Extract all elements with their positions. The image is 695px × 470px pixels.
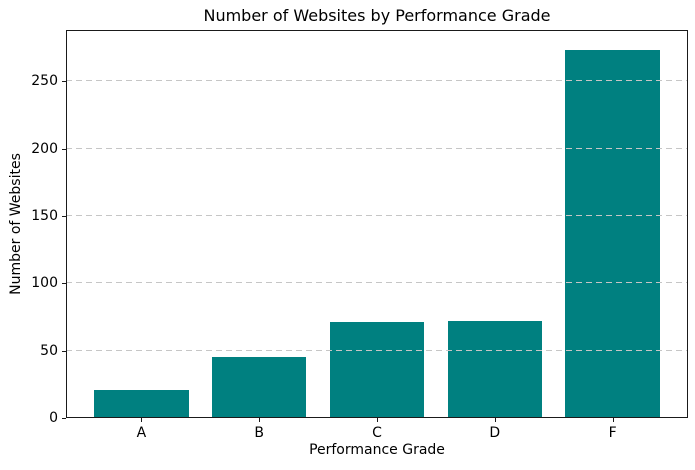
x-tick-F (612, 418, 614, 422)
bars-layer (66, 30, 688, 418)
bar-D (447, 321, 542, 418)
y-tick-label-150: 150 (31, 207, 58, 224)
y-tick-label-0: 0 (49, 410, 58, 426)
y-tick-label-200: 200 (31, 140, 58, 157)
bar-B (212, 357, 307, 418)
x-tick-label-C: C (372, 425, 382, 441)
x-tick-label-D: D (489, 425, 501, 441)
y-tick-label-100: 100 (31, 275, 58, 292)
y-axis-label-text: Number of Websites (8, 153, 24, 295)
x-tick-label-A: A (136, 425, 147, 441)
x-tick-C (377, 418, 378, 422)
x-tick-B (259, 418, 261, 422)
chart-title: Number of Websites by Performance Grade (203, 6, 551, 25)
y-tick-50 (62, 350, 66, 352)
y-tick-200 (62, 148, 66, 150)
x-axis-label: Performance Grade (309, 442, 445, 458)
bar-F (565, 50, 660, 418)
plot-area (66, 30, 688, 418)
y-tick-label-50: 50 (40, 342, 58, 359)
x-tick-A (141, 418, 143, 422)
x-tick-label-B: B (254, 425, 264, 441)
y-tick-label-250: 250 (31, 73, 58, 90)
y-tick-100 (62, 283, 66, 285)
bar-A (94, 389, 189, 418)
x-tick-label-F: F (608, 425, 617, 441)
bar-C (329, 322, 425, 418)
y-tick-150 (62, 215, 66, 217)
x-tick-D (494, 418, 496, 422)
y-tick-250 (62, 81, 66, 83)
y-tick-0 (62, 418, 66, 419)
